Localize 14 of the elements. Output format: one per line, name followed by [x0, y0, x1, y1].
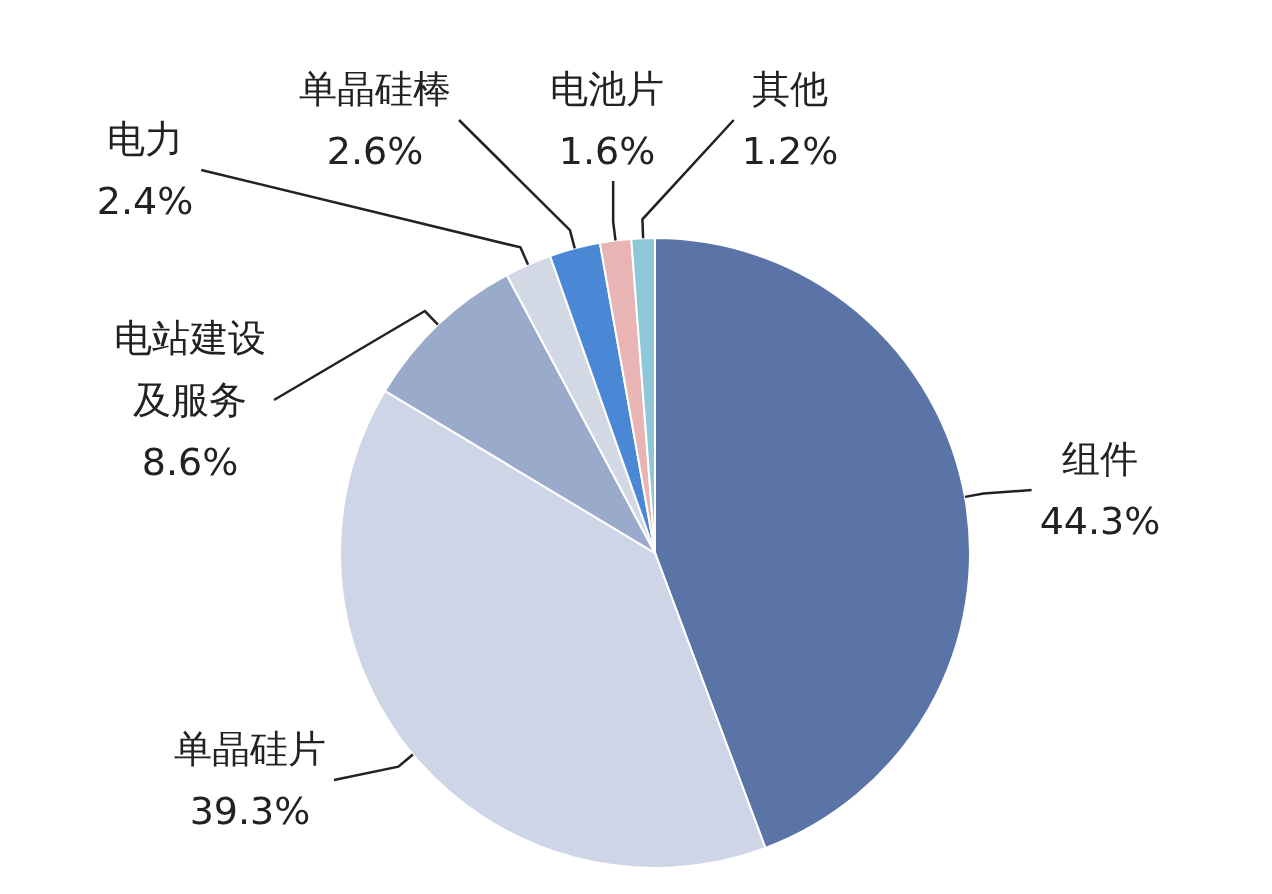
data-label: 2.6%	[326, 129, 424, 173]
slice-label: 单晶硅片	[174, 727, 326, 771]
slice-label: 单晶硅棒	[299, 67, 451, 111]
data-label: 1.6%	[558, 129, 656, 173]
data-label: 1.2%	[741, 129, 839, 173]
slice-label: 电力	[107, 117, 183, 161]
slice-label: 电池片	[550, 67, 664, 111]
data-label: 2.4%	[96, 179, 194, 223]
data-label: 8.6%	[141, 440, 239, 484]
data-label: 39.3%	[189, 789, 311, 833]
slice-label: 电站建设及服务	[114, 316, 266, 422]
slice-label: 组件	[1062, 437, 1138, 481]
slice-label: 其他	[752, 67, 828, 111]
data-label: 44.3%	[1039, 499, 1161, 543]
